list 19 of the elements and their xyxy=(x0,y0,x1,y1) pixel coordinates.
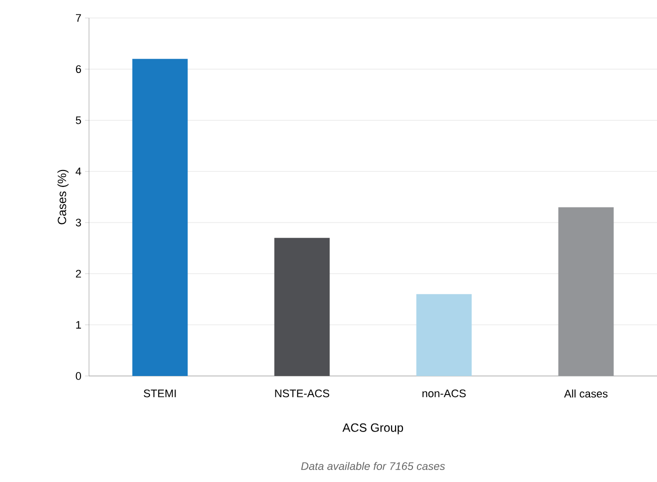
y-tick-label: 0 xyxy=(76,372,82,380)
x-tick-label: STEMI xyxy=(144,390,176,398)
bar xyxy=(274,238,330,376)
y-tick-label: 2 xyxy=(76,270,81,278)
x-tick-label: non-ACS xyxy=(422,390,466,398)
x-tick-label: All cases xyxy=(564,390,608,398)
bar xyxy=(132,58,188,376)
y-tick-label: 4 xyxy=(76,168,82,176)
y-tick-label: 3 xyxy=(76,218,81,226)
y-tick-label: 5 xyxy=(76,116,82,124)
y-axis-title: Cases (%) xyxy=(57,170,69,224)
bar xyxy=(558,207,614,376)
x-axis-title: ACS Group xyxy=(342,423,404,434)
y-tick-label: 6 xyxy=(76,65,81,74)
bar xyxy=(416,294,472,376)
y-tick-label: 7 xyxy=(76,14,81,22)
text: Data available for 7165 cases xyxy=(301,462,445,470)
x-tick-label: NSTE-ACS xyxy=(275,390,330,398)
y-tick-label: 1 xyxy=(76,321,81,329)
